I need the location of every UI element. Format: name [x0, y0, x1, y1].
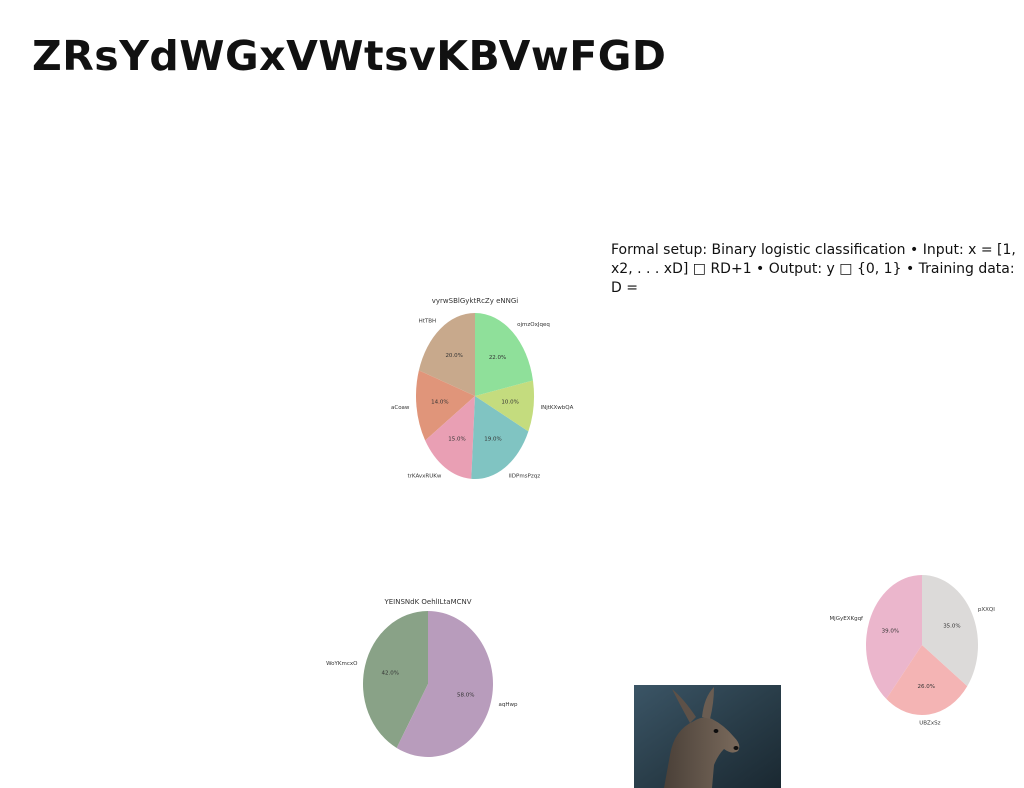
page-title: ZRsYdWGxVWtsvKBVwFGD: [32, 32, 667, 80]
pie-chart-3: 39.0% MjGyEXKgqf 26.0% UBZxSz 35.0% pXXQI: [829, 575, 995, 726]
pie-slice-percentage: 19.0%: [484, 436, 501, 442]
pie-slice-percentage: 14.0%: [431, 400, 448, 406]
pie-slice: [363, 611, 428, 748]
pie-slice: [475, 313, 533, 396]
pie-slice: [866, 575, 922, 699]
pie-slice: [396, 611, 493, 757]
pie-slice: [475, 380, 534, 432]
pie-title: YEINSNdK OehlILtaMCNV: [383, 598, 471, 606]
pie-slice-label: aqHwp: [499, 702, 518, 708]
pie-title: vyrwSBlGyktRcZy eNNGi: [432, 297, 519, 305]
pie-slice-label: UBZxSz: [919, 720, 940, 726]
pie-slice-percentage: 42.0%: [381, 671, 398, 677]
pie-slice-label: MjGyEXKgqf: [829, 616, 864, 622]
pie-slice-label: WoYKmcxO: [326, 661, 358, 667]
pie-slice-label: lIDPmsPzqz: [509, 474, 541, 480]
pie-slice-percentage: 15.0%: [448, 436, 465, 442]
pie-slice-percentage: 22.0%: [489, 355, 506, 361]
pie-slice-label: lNjtKXwbQA: [541, 405, 574, 411]
pie-chart-2: YEINSNdK OehlILtaMCNV 42.0% WoYKmcxO 58.0% a…: [326, 598, 518, 757]
pie-slice: [425, 396, 475, 479]
pie-slice-percentage: 20.0%: [445, 353, 462, 359]
pie-slice-percentage: 35.0%: [943, 623, 960, 629]
pie-chart-1: vyrwSBlGyktRcZy eNNGi 20.0% HtTBH 14.0% aCoa…: [391, 297, 574, 480]
deer-photo: [634, 685, 781, 788]
pie-slice-label: pXXQI: [978, 607, 995, 613]
pie-slice: [922, 575, 978, 687]
pie-slice: [886, 645, 968, 715]
pie-slice-label: HtTBH: [419, 318, 437, 324]
pie-slice-label: aCoaw: [391, 405, 410, 411]
pie-slice-label: ojmzOxJqeq: [517, 322, 550, 328]
pie-slice-percentage: 58.0%: [457, 692, 474, 698]
formal-setup-text: Formal setup: Binary logistic classifica…: [611, 242, 1016, 296]
pie-slice-percentage: 26.0%: [917, 684, 934, 690]
pie-slice-label: trKAvxRUKw: [408, 474, 442, 480]
pie-slice-percentage: 10.0%: [501, 400, 518, 406]
pie-slice: [471, 396, 529, 479]
pie-slice: [416, 370, 475, 441]
pie-slice: [418, 313, 475, 396]
pie-slice-percentage: 39.0%: [882, 628, 899, 634]
